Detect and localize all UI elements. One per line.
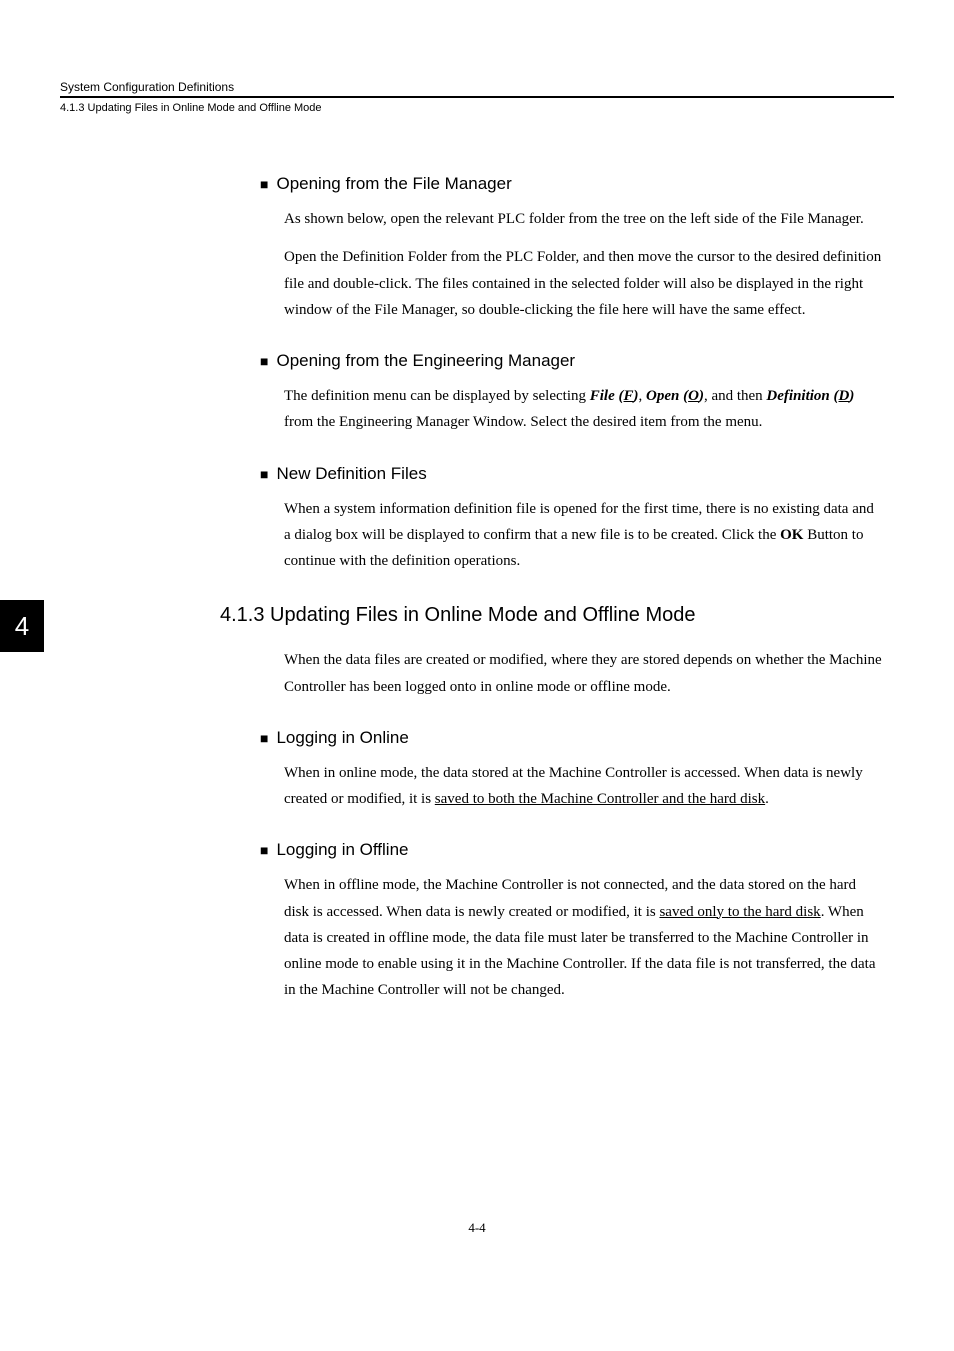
page: System Configuration Definitions 4.1.3 U… — [0, 0, 954, 1291]
heading-text: Logging in Offline — [276, 840, 408, 860]
square-bullet-icon: ■ — [260, 467, 268, 481]
page-footer: 4-4 — [0, 1220, 954, 1236]
text: , and then — [704, 388, 766, 404]
menu-open: Open (O) — [646, 388, 704, 404]
heading-online: ■ Logging in Online — [260, 728, 884, 748]
para-engmgr: The definition menu can be displayed by … — [284, 383, 884, 436]
menu-file: File (F) — [590, 388, 639, 404]
heading-text: Logging in Online — [276, 728, 408, 748]
chapter-number: 4 — [15, 611, 29, 642]
heading-text: Opening from the File Manager — [276, 174, 511, 194]
para-413-intro: When the data files are created or modif… — [284, 647, 884, 700]
para-online: When in online mode, the data stored at … — [284, 760, 884, 813]
running-head: System Configuration Definitions — [60, 80, 894, 94]
para-filemgr-2: Open the Definition Folder from the PLC … — [284, 244, 884, 323]
heading-eng-manager: ■ Opening from the Engineering Manager — [260, 351, 884, 371]
square-bullet-icon: ■ — [260, 843, 268, 857]
square-bullet-icon: ■ — [260, 177, 268, 191]
ok-button-label: OK — [780, 527, 803, 543]
text: . — [765, 791, 769, 807]
underlined-text: saved only to the hard disk — [659, 904, 820, 920]
heading-text: New Definition Files — [276, 464, 426, 484]
text: , — [639, 388, 647, 404]
menu-definition: Definition (D) — [766, 388, 854, 404]
chapter-tab: 4 — [0, 600, 44, 652]
heading-text: Opening from the Engineering Manager — [276, 351, 575, 371]
section-heading-413: 4.1.3 Updating Files in Online Mode and … — [220, 604, 884, 627]
heading-file-manager: ■ Opening from the File Manager — [260, 174, 884, 194]
content-area: ■ Opening from the File Manager As shown… — [260, 174, 884, 1004]
para-offline: When in offline mode, the Machine Contro… — [284, 872, 884, 1003]
header-rule — [60, 96, 894, 98]
para-newdef: When a system information definition fil… — [284, 496, 884, 575]
underlined-text: saved to both the Machine Controller and… — [435, 791, 765, 807]
running-subhead: 4.1.3 Updating Files in Online Mode and … — [60, 102, 894, 114]
text: The definition menu can be displayed by … — [284, 388, 590, 404]
text: from the Engineering Manager Window. Sel… — [284, 414, 762, 430]
square-bullet-icon: ■ — [260, 354, 268, 368]
square-bullet-icon: ■ — [260, 731, 268, 745]
heading-offline: ■ Logging in Offline — [260, 840, 884, 860]
heading-new-def: ■ New Definition Files — [260, 464, 884, 484]
para-filemgr-1: As shown below, open the relevant PLC fo… — [284, 206, 884, 232]
